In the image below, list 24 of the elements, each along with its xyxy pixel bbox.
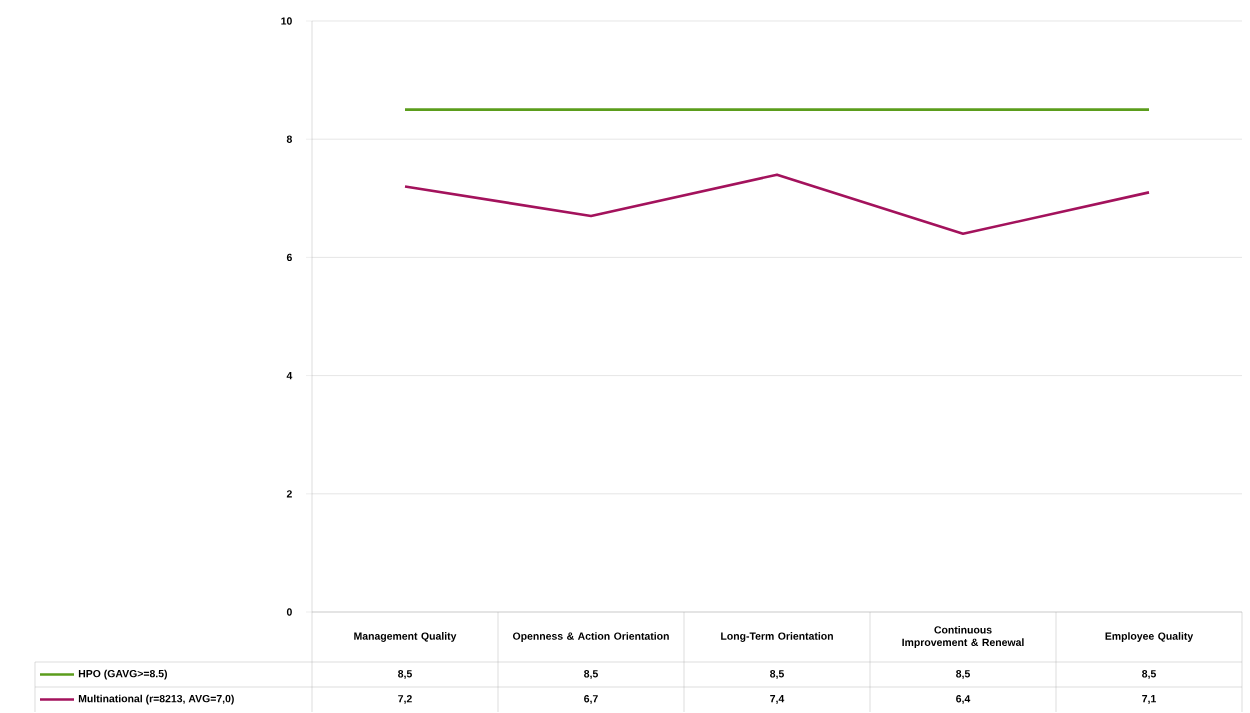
x-tick-label: Long-Term Orientation bbox=[721, 632, 833, 642]
data-label: 8,5 bbox=[1142, 670, 1156, 679]
y-tick-label: 6 bbox=[286, 253, 292, 262]
data-label: 8,5 bbox=[398, 670, 412, 679]
x-tick-label: Employee Quality bbox=[1105, 632, 1194, 642]
y-tick-label: 4 bbox=[286, 372, 293, 380]
data-label: 8,5 bbox=[956, 670, 970, 679]
x-tick-label: Openness & Action Orientation bbox=[512, 632, 669, 642]
x-tick-label: Continuous Improvement & Renewal bbox=[902, 625, 1024, 649]
data-label: 7,2 bbox=[398, 695, 412, 704]
data-label: 8,5 bbox=[584, 670, 598, 679]
line-series bbox=[403, 173, 1151, 236]
y-tick-label: 2 bbox=[286, 490, 292, 498]
data-label: 7,1 bbox=[1142, 695, 1156, 704]
data-label: 8,5 bbox=[770, 670, 784, 679]
y-tick-label: 0 bbox=[286, 608, 292, 616]
data-label: 6,4 bbox=[956, 695, 971, 704]
legend-label: Multinational (r=8213, AVG=7,0) bbox=[78, 694, 234, 705]
y-tick-label: 8 bbox=[286, 135, 292, 143]
y-tick-label: 10 bbox=[281, 17, 292, 25]
x-tick-label: Management Quality bbox=[354, 632, 457, 642]
data-label: 6,7 bbox=[584, 695, 598, 704]
data-label: 7,4 bbox=[770, 695, 785, 704]
legend-label: HPO (GAVG>=8.5) bbox=[78, 669, 167, 680]
